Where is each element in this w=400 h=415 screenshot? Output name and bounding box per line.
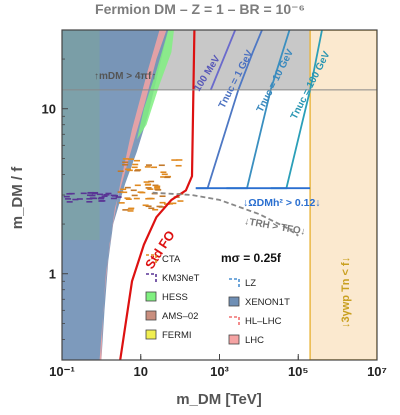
x-tick-label: 10 <box>134 364 148 379</box>
omega-label: ↓ΩDMh² > 0.12↓ <box>243 197 321 209</box>
x-axis-title: m_DM [TeV] <box>176 391 262 408</box>
legend-label-lhc: LHC <box>245 335 264 346</box>
chart-title: Fermion DM – Z = 1 – BR = 10⁻⁶ <box>95 1 305 17</box>
lines-layer <box>62 30 377 360</box>
legend-swatch-cta <box>146 254 157 263</box>
y-tick-label: 10 <box>42 102 56 117</box>
line-t-rh-t-fo <box>152 191 299 237</box>
x-tick-label: 10³ <box>210 364 229 379</box>
sigma-label: mσ = 0.25f <box>221 251 282 265</box>
mdm-4pif-label: ↑mDM > 4πf↑ <box>94 71 156 82</box>
x-tick-label: 10⁻¹ <box>49 364 75 379</box>
line-t-nuc-100-mev <box>209 30 237 91</box>
region-hess <box>136 30 174 140</box>
legend-swatch-hess <box>145 291 157 302</box>
legend-swatch-xenon1t <box>228 296 240 307</box>
x-tick-label: 10⁵ <box>288 364 309 379</box>
trh-label: ↓TRH > TFO↓ <box>243 216 306 238</box>
legend-label-km3net: KM3NeT <box>162 273 200 284</box>
legend-label-hl-lhc: HL–LHC <box>245 316 282 327</box>
region-3-wp-t-n-f <box>309 30 377 360</box>
legend-label-cta: CTA <box>162 254 181 265</box>
legend-swatch-lhc <box>228 334 240 345</box>
legend-swatch-fermi <box>145 329 157 340</box>
legend-swatch-hl-lhc <box>229 316 240 325</box>
line-std-fo <box>119 30 196 360</box>
scatter-layer <box>63 158 184 212</box>
axis-titles: m_DM / f m_DM [TeV] <box>9 166 262 408</box>
legend-label-fermi: FERMI <box>162 330 192 341</box>
std-fo-label: Std FO <box>142 228 178 272</box>
legend-swatch-ams-02 <box>145 310 157 321</box>
legend-label-xenon1t: XENON1T <box>245 297 290 308</box>
x-tick-label: 10⁷ <box>367 364 387 379</box>
legend-label-ams-02: AMS–02 <box>162 311 198 322</box>
legend: CTA KM3NeT HESS AMS–02 FERMI LZ XENON1T HL–LHC L… <box>145 254 290 346</box>
legend-label-lz: LZ <box>245 278 256 289</box>
legend-label-hess: HESS <box>162 292 188 303</box>
region-overlay <box>62 30 100 241</box>
legend-swatch-km3net <box>146 273 157 282</box>
y-tick-label: 1 <box>49 267 56 282</box>
y-axis-title: m_DM / f <box>9 166 26 230</box>
ticks-layer: 10⁻¹ 10 10³ 10⁵ 10⁷ 1 10 <box>42 58 387 379</box>
legend-swatch-lz <box>229 278 240 287</box>
gamma-label: ↓3γwp Tn < f↓ <box>340 257 352 328</box>
